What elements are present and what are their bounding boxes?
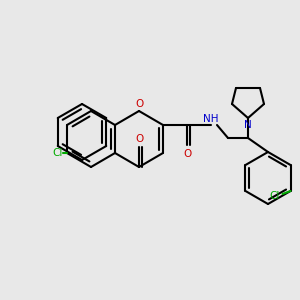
Text: O: O [184, 149, 192, 159]
Text: O: O [135, 99, 143, 109]
Text: Cl: Cl [269, 191, 280, 201]
Text: O: O [135, 134, 143, 144]
Text: NH: NH [203, 114, 219, 124]
Text: N: N [244, 120, 252, 130]
Text: Cl: Cl [52, 148, 63, 158]
